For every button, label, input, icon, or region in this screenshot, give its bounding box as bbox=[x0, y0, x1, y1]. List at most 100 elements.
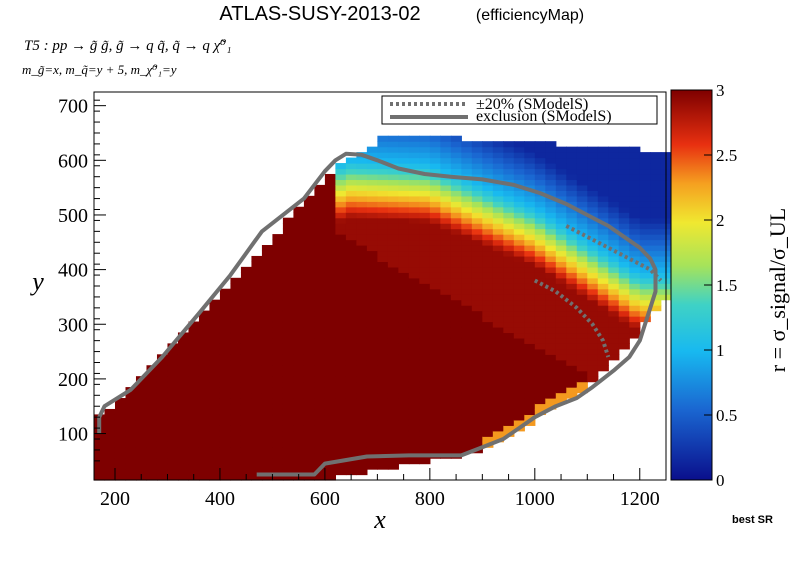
heatmap-cell bbox=[629, 206, 641, 213]
heatmap-cell bbox=[650, 163, 662, 170]
heatmap-cell bbox=[398, 436, 410, 443]
heatmap-cell bbox=[303, 212, 316, 219]
heatmap-cell bbox=[492, 299, 504, 306]
heatmap-cell bbox=[566, 354, 578, 361]
y-tick-label: 700 bbox=[58, 96, 88, 118]
heatmap-cell bbox=[597, 305, 609, 312]
heatmap-cell bbox=[639, 261, 651, 268]
heatmap-cell bbox=[345, 441, 357, 448]
heatmap-cell bbox=[419, 217, 431, 224]
heatmap-cell bbox=[608, 266, 620, 273]
heatmap-cell bbox=[335, 266, 347, 273]
heatmap-cell bbox=[272, 376, 284, 383]
heatmap-cell bbox=[471, 195, 483, 202]
heatmap-cell bbox=[335, 163, 347, 170]
heatmap-cell bbox=[324, 354, 336, 361]
heatmap-cell bbox=[188, 354, 200, 361]
heatmap-cell bbox=[114, 469, 127, 476]
heatmap-cell bbox=[219, 310, 232, 317]
heatmap-cell bbox=[125, 452, 137, 459]
heatmap-cell bbox=[345, 184, 357, 191]
heatmap-cell bbox=[471, 272, 483, 279]
heatmap-cell bbox=[366, 152, 378, 159]
heatmap-cell bbox=[555, 359, 567, 366]
heatmap-cell bbox=[356, 310, 368, 317]
heatmap-cell bbox=[387, 441, 399, 448]
heatmap-cell bbox=[597, 201, 609, 208]
heatmap-cell bbox=[135, 441, 148, 448]
heatmap-cell bbox=[156, 392, 169, 399]
heatmap-cell bbox=[408, 206, 420, 213]
heatmap-cell bbox=[366, 414, 378, 421]
heatmap-cell bbox=[608, 201, 620, 208]
heatmap-cell bbox=[303, 261, 316, 268]
heatmap-cell bbox=[513, 217, 525, 224]
heatmap-cell bbox=[272, 294, 284, 301]
heatmap-cell bbox=[471, 239, 483, 246]
heatmap-cell bbox=[324, 272, 336, 279]
heatmap-cell bbox=[587, 163, 599, 170]
heatmap-cell bbox=[251, 354, 263, 361]
heatmap-cell bbox=[461, 217, 473, 224]
heatmap-cell bbox=[398, 212, 410, 219]
x-tick-label: 400 bbox=[205, 488, 235, 510]
heatmap-cell bbox=[618, 288, 630, 295]
heatmap-cell bbox=[629, 146, 641, 153]
heatmap-cell bbox=[314, 430, 326, 437]
heatmap-cell bbox=[230, 305, 242, 312]
heatmap-cell bbox=[272, 337, 284, 344]
heatmap-cell bbox=[429, 190, 441, 197]
heatmap-cell bbox=[303, 201, 316, 208]
heatmap-cell bbox=[429, 359, 441, 366]
heatmap-cell bbox=[114, 452, 127, 459]
heatmap-cell bbox=[230, 414, 242, 421]
heatmap-cell bbox=[534, 332, 546, 339]
heatmap-cell bbox=[314, 387, 326, 394]
heatmap-cell bbox=[461, 343, 473, 350]
heatmap-cell bbox=[261, 474, 274, 481]
heatmap-cell bbox=[387, 337, 399, 344]
heatmap-cell bbox=[545, 234, 557, 241]
heatmap-cell bbox=[251, 359, 263, 366]
heatmap-cell bbox=[261, 337, 274, 344]
heatmap-cell bbox=[650, 190, 662, 197]
heatmap-cell bbox=[408, 245, 420, 252]
heatmap-cell bbox=[261, 348, 274, 355]
heatmap-cell bbox=[629, 261, 641, 268]
heatmap-cell bbox=[335, 408, 347, 416]
heatmap-cell bbox=[440, 408, 452, 416]
heatmap-cell bbox=[261, 310, 274, 317]
heatmap-cell bbox=[261, 261, 274, 268]
heatmap-cell bbox=[356, 370, 368, 377]
heatmap-cell bbox=[356, 234, 368, 241]
heatmap-cell bbox=[104, 441, 116, 448]
heatmap-cell bbox=[419, 348, 431, 355]
heatmap-cell bbox=[587, 316, 599, 323]
heatmap-cell bbox=[293, 354, 305, 361]
heatmap-cell bbox=[272, 441, 284, 448]
heatmap-cell bbox=[429, 321, 441, 328]
heatmap-cell bbox=[524, 157, 536, 164]
heatmap-cell bbox=[314, 272, 326, 279]
heatmap-cell bbox=[513, 398, 525, 405]
heatmap-cell bbox=[492, 408, 504, 416]
heatmap-cell bbox=[524, 223, 536, 230]
heatmap-cell bbox=[566, 223, 578, 230]
heatmap-cell bbox=[356, 179, 368, 186]
heatmap-cell bbox=[356, 458, 368, 465]
heatmap-cell bbox=[545, 299, 557, 306]
heatmap-cell bbox=[408, 321, 420, 328]
heatmap-cell bbox=[503, 223, 515, 230]
heatmap-cell bbox=[146, 430, 158, 437]
heatmap-cell bbox=[618, 266, 630, 273]
heatmap-cell bbox=[576, 343, 588, 350]
heatmap-cell bbox=[597, 272, 609, 279]
heatmap-cell bbox=[650, 206, 662, 213]
heatmap-cell bbox=[555, 370, 567, 377]
heatmap-cell bbox=[461, 387, 473, 394]
heatmap-cell bbox=[524, 408, 536, 416]
heatmap-cell bbox=[587, 195, 599, 202]
heatmap-cell bbox=[618, 163, 630, 170]
heatmap-cell bbox=[335, 261, 347, 268]
heatmap-cell bbox=[513, 343, 525, 350]
